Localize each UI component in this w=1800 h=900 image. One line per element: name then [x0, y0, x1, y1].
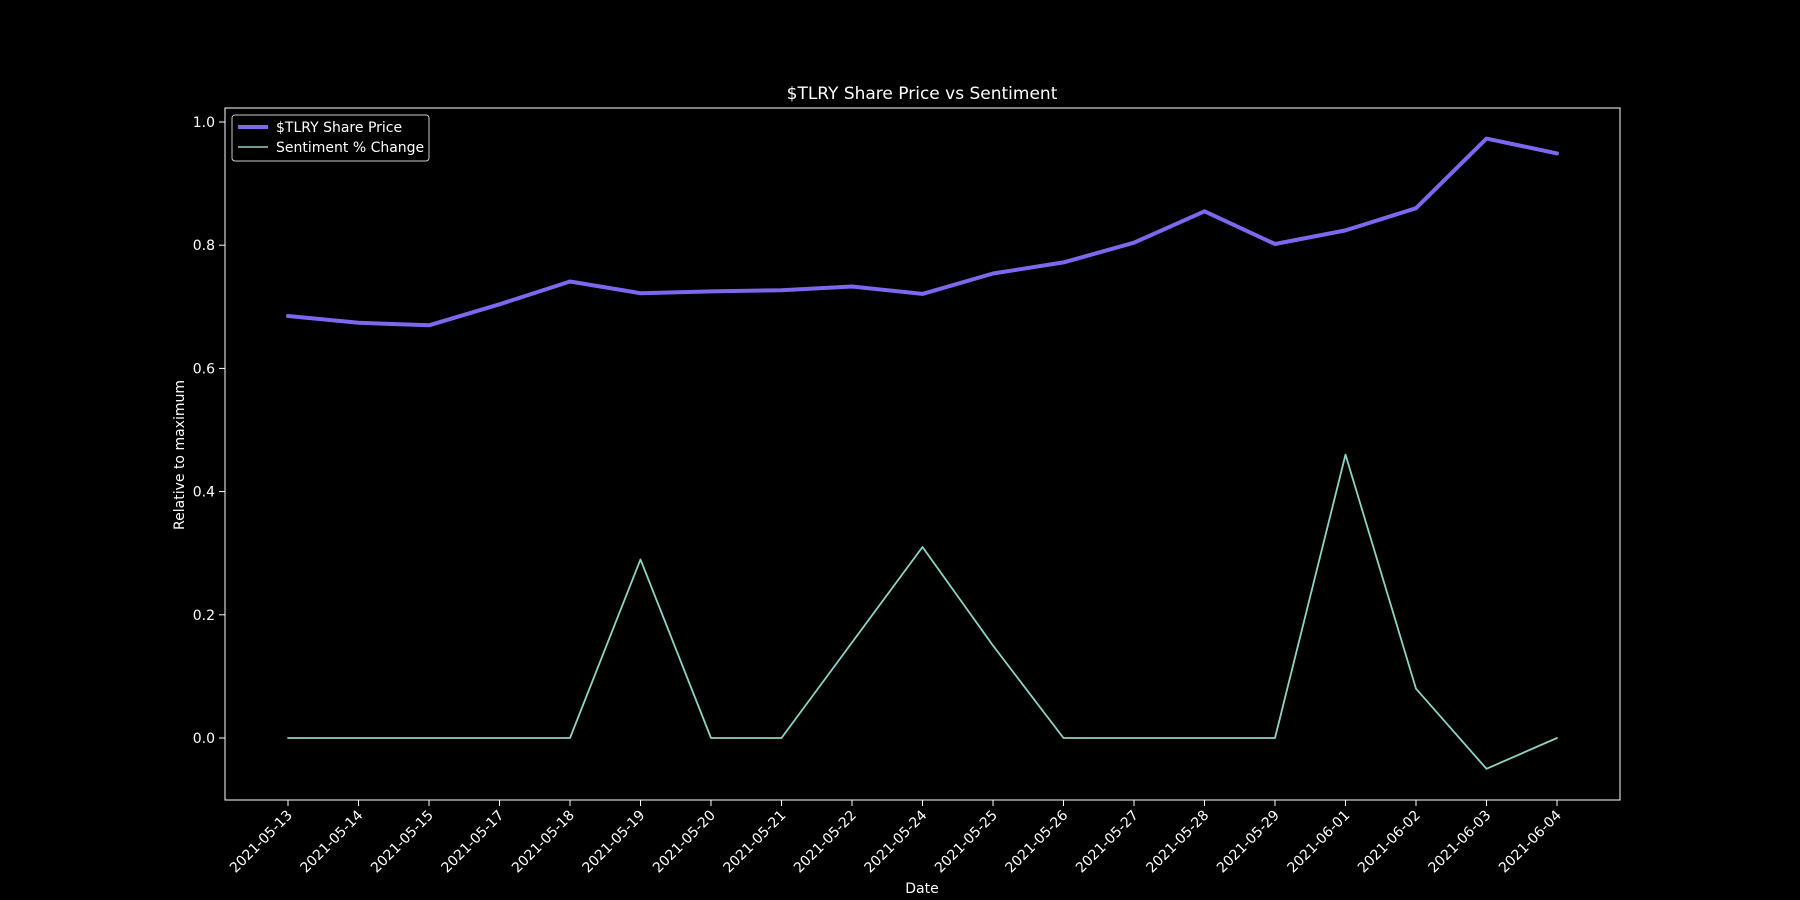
legend-box — [231, 114, 430, 162]
legend-label-share-price: $TLRY Share Price — [276, 120, 402, 136]
x-tick-label: 2021-05-18 — [509, 808, 578, 877]
y-tick-label: 0.4 — [193, 485, 215, 501]
x-axis-label: Date — [905, 881, 938, 897]
x-tick-label: 2021-05-25 — [932, 808, 1001, 877]
x-tick-label: 2021-06-03 — [1425, 808, 1494, 877]
series-line-tlry-share-price — [286, 136, 1559, 328]
y-axis-label: Relative to maximum — [172, 380, 188, 530]
x-tick-label: 2021-05-21 — [720, 808, 789, 877]
x-tick-label: 2021-05-27 — [1073, 808, 1142, 877]
x-tick-label: 2021-05-17 — [438, 808, 507, 877]
x-tick-label: 2021-06-01 — [1284, 808, 1353, 877]
y-tick-label: 0.6 — [193, 361, 215, 377]
x-tick-label: 2021-05-13 — [227, 808, 296, 877]
y-tick-label: 0.0 — [193, 731, 215, 747]
legend: $TLRY Share Price Sentiment % Change — [231, 114, 430, 162]
series-line-sentiment-change — [287, 453, 1558, 770]
x-tick-label: 2021-05-19 — [579, 808, 648, 877]
legend-label-sentiment: Sentiment % Change — [276, 140, 424, 156]
x-tick-label: 2021-05-15 — [368, 808, 437, 877]
x-tick-label: 2021-06-02 — [1355, 808, 1424, 877]
y-tick-label: 1.0 — [193, 115, 215, 131]
x-tick-label: 2021-05-14 — [297, 807, 366, 876]
series-layer — [286, 136, 1559, 770]
y-tick-label: 0.8 — [193, 238, 215, 254]
y-axis: 0.0 0.2 0.4 0.6 0.8 1.0 — [193, 115, 225, 747]
x-tick-label: 2021-06-04 — [1496, 807, 1565, 876]
x-tick-label: 2021-05-26 — [1002, 807, 1071, 876]
x-tick-label: 2021-05-28 — [1143, 808, 1212, 877]
chart-title: $TLRY Share Price vs Sentiment — [787, 84, 1058, 104]
x-axis: 2021-05-13 2021-05-14 2021-05-15 2021-05-17… — [227, 800, 1565, 876]
x-tick-label: 2021-05-22 — [791, 808, 860, 877]
x-tick-label: 2021-05-20 — [650, 808, 719, 877]
x-tick-label: 2021-05-29 — [1214, 808, 1283, 877]
x-tick-label: 2021-05-24 — [861, 807, 930, 876]
y-tick-label: 0.2 — [193, 608, 215, 624]
